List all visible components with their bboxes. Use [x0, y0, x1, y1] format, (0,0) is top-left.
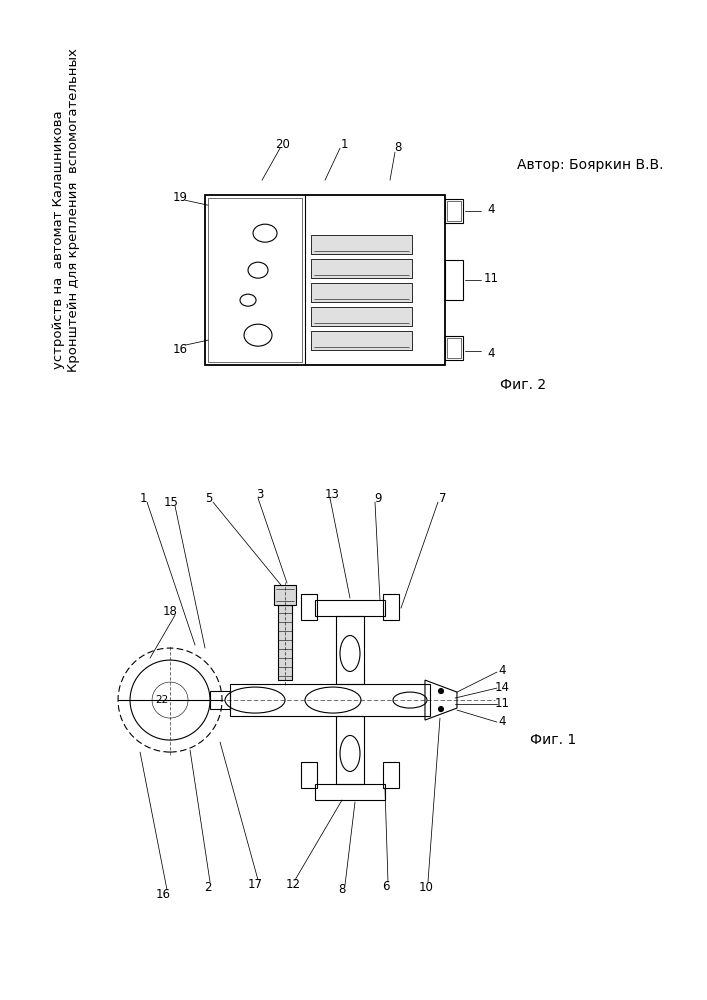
Text: 13: 13 — [325, 488, 339, 501]
Text: 11: 11 — [484, 272, 498, 285]
Bar — [445, 199, 463, 223]
Text: устройств на  автомат Калашникова: устройств на автомат Калашникова — [52, 111, 64, 369]
Text: 4: 4 — [498, 715, 506, 728]
Text: 11: 11 — [494, 697, 510, 710]
Bar — [210, 691, 230, 709]
Text: 4: 4 — [487, 203, 495, 216]
Bar — [383, 762, 399, 788]
Bar — [336, 716, 364, 784]
Bar — [311, 307, 412, 326]
Bar — [447, 201, 461, 221]
Text: 10: 10 — [419, 881, 433, 894]
Text: 5: 5 — [205, 492, 213, 505]
Text: Фиг. 2: Фиг. 2 — [500, 378, 546, 392]
Text: 1: 1 — [139, 492, 147, 505]
Bar — [208, 198, 302, 362]
Text: 9: 9 — [374, 492, 382, 505]
Text: Фиг. 1: Фиг. 1 — [530, 733, 576, 747]
Bar — [230, 684, 430, 716]
Text: 19: 19 — [173, 191, 187, 204]
Bar — [383, 594, 399, 620]
Text: 16: 16 — [173, 343, 187, 356]
Text: 22: 22 — [156, 695, 169, 705]
Text: 8: 8 — [339, 883, 346, 896]
Bar — [311, 235, 412, 254]
Bar — [445, 260, 463, 300]
Bar — [301, 594, 317, 620]
Bar — [445, 336, 463, 360]
Text: 17: 17 — [247, 878, 262, 891]
Text: 7: 7 — [439, 492, 447, 505]
Text: Автор: Бояркин В.В.: Автор: Бояркин В.В. — [517, 158, 663, 172]
Bar — [311, 259, 412, 278]
Text: 4: 4 — [498, 664, 506, 677]
Bar — [336, 616, 364, 684]
Circle shape — [438, 707, 443, 712]
Text: 16: 16 — [156, 888, 170, 901]
Text: 1: 1 — [340, 138, 348, 151]
Bar — [447, 338, 461, 358]
Text: 8: 8 — [395, 141, 402, 154]
Circle shape — [438, 689, 443, 694]
Bar — [311, 283, 412, 302]
Bar — [311, 307, 412, 326]
Text: 12: 12 — [286, 878, 300, 891]
Text: 20: 20 — [276, 138, 291, 151]
Text: 6: 6 — [382, 880, 390, 893]
Bar — [311, 331, 412, 350]
Bar — [311, 259, 412, 278]
Bar — [315, 784, 385, 800]
Bar — [315, 600, 385, 616]
Bar — [311, 235, 412, 254]
Bar — [278, 605, 292, 680]
Text: Кронштейн для крепления  вспомогательных: Кронштейн для крепления вспомогательных — [66, 48, 80, 372]
Text: 18: 18 — [163, 605, 177, 618]
Bar — [311, 331, 412, 350]
Text: 4: 4 — [487, 347, 495, 360]
Bar — [301, 762, 317, 788]
Bar — [311, 283, 412, 302]
Bar — [274, 585, 296, 605]
Bar — [205, 195, 445, 365]
Text: 3: 3 — [257, 488, 264, 501]
Text: 2: 2 — [204, 881, 212, 894]
Text: 15: 15 — [163, 496, 178, 509]
Text: 14: 14 — [494, 681, 510, 694]
